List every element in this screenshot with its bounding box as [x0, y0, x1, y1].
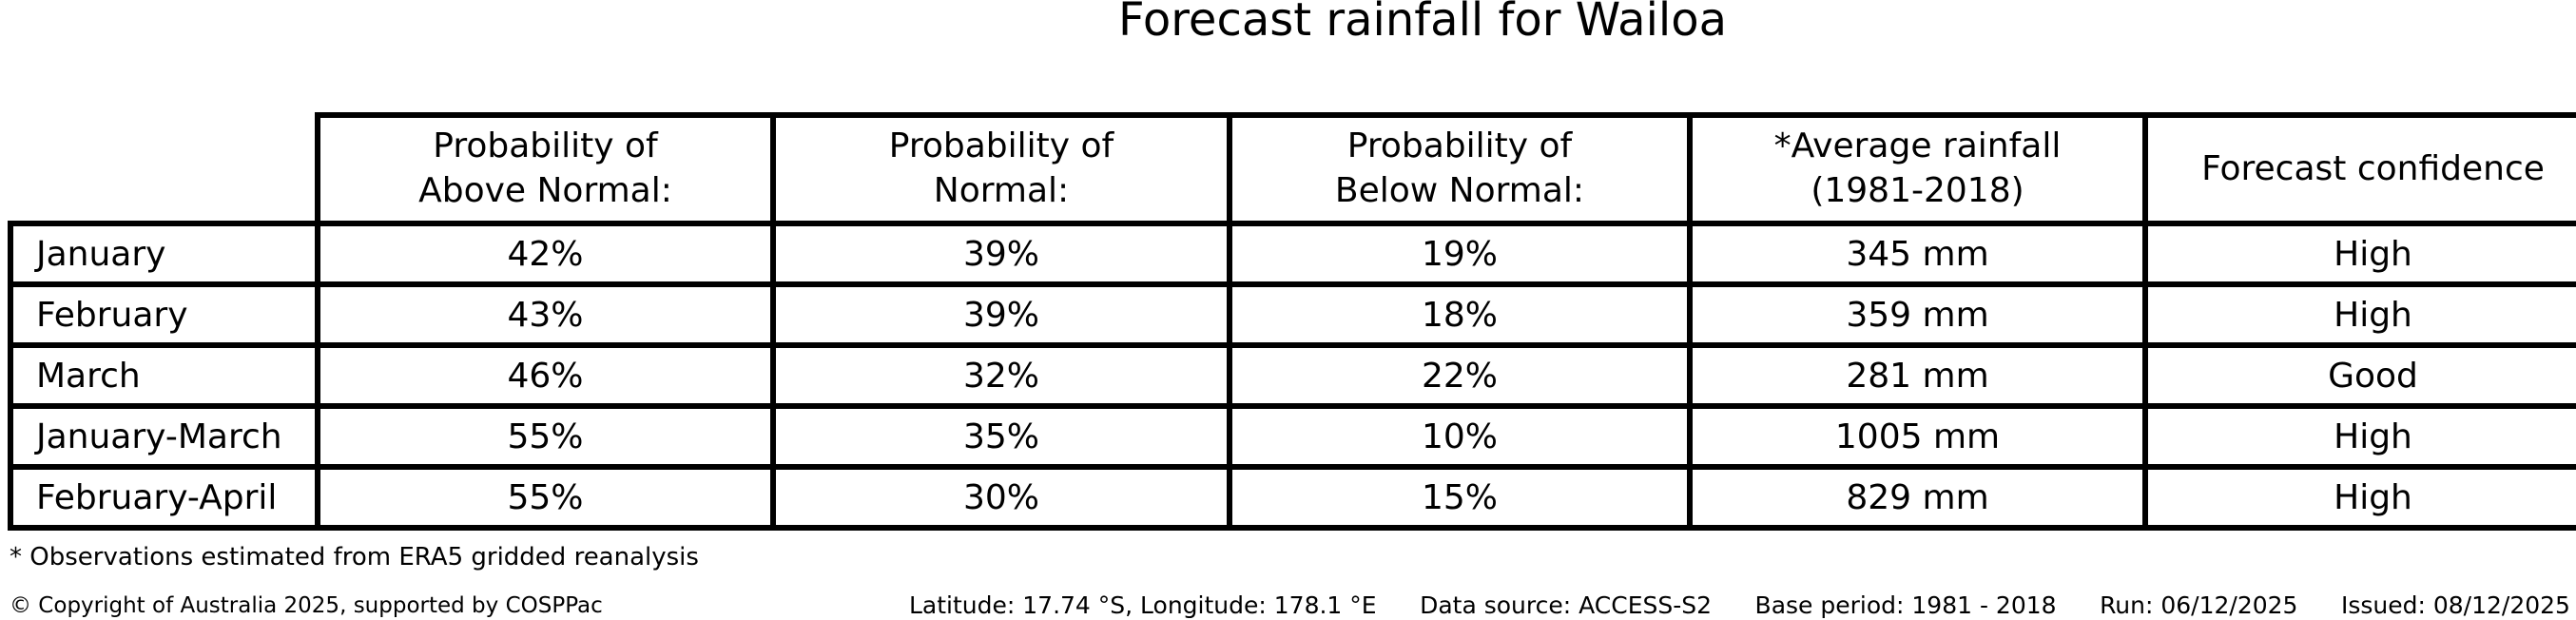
col-header-above-normal: Probability of Above Normal:: [315, 112, 776, 226]
footer-info-bar: Latitude: 17.74 °S, Longitude: 178.1 °E …: [909, 591, 2570, 619]
cell-forecast-confidence: High: [2142, 221, 2576, 287]
table-row-march: March 46% 32% 22% 281 mm Good: [8, 342, 2576, 409]
cell-above-normal: 43%: [315, 281, 776, 348]
col-header-forecast-confidence: Forecast confidence: [2142, 112, 2576, 226]
cell-above-normal: 55%: [315, 403, 776, 470]
footer-data-source: Data source: ACCESS-S2: [1420, 591, 1713, 619]
table-row-february: February 43% 39% 18% 359 mm High: [8, 281, 2576, 348]
observations-footnote: * Observations estimated from ERA5 gridd…: [10, 543, 699, 572]
table-header-row: Probability of Above Normal: Probability…: [10, 112, 2576, 226]
cell-forecast-confidence: Good: [2142, 342, 2576, 409]
row-label: January: [8, 221, 320, 287]
cell-average-rainfall: 281 mm: [1687, 342, 2148, 409]
cell-below-normal: 19%: [1227, 221, 1693, 287]
cell-below-normal: 10%: [1227, 403, 1693, 470]
footer-run-date: Run: 06/12/2025: [2100, 591, 2298, 619]
table-row-january: January 42% 39% 19% 345 mm High: [8, 221, 2576, 287]
row-label: February: [8, 281, 320, 348]
row-label: February-April: [8, 464, 320, 531]
row-label: March: [8, 342, 320, 409]
col-header-normal: Probability of Normal:: [770, 112, 1232, 226]
copyright-notice: © Copyright of Australia 2025, supported…: [10, 593, 603, 618]
col-header-below-normal: Probability of Below Normal:: [1227, 112, 1693, 226]
cell-average-rainfall: 359 mm: [1687, 281, 2148, 348]
cell-forecast-confidence: High: [2142, 464, 2576, 531]
table-row-february-april: February-April 55% 30% 15% 829 mm High: [8, 464, 2576, 531]
cell-normal: 39%: [770, 221, 1232, 287]
cell-above-normal: 46%: [315, 342, 776, 409]
footer-issued-date: Issued: 08/12/2025: [2340, 591, 2570, 619]
row-label: January-March: [8, 403, 320, 470]
cell-average-rainfall: 1005 mm: [1687, 403, 2148, 470]
cell-below-normal: 15%: [1227, 464, 1693, 531]
cell-above-normal: 42%: [315, 221, 776, 287]
cell-normal: 30%: [770, 464, 1232, 531]
col-header-average-rainfall: *Average rainfall (1981-2018): [1687, 112, 2148, 226]
cell-normal: 32%: [770, 342, 1232, 409]
cell-normal: 39%: [770, 281, 1232, 348]
forecast-table: Probability of Above Normal: Probability…: [8, 112, 2576, 531]
footer-base-period: Base period: 1981 - 2018: [1754, 591, 2057, 619]
footer-location: Latitude: 17.74 °S, Longitude: 178.1 °E: [909, 591, 1377, 619]
cell-average-rainfall: 345 mm: [1687, 221, 2148, 287]
cell-below-normal: 22%: [1227, 342, 1693, 409]
cell-forecast-confidence: High: [2142, 281, 2576, 348]
cell-normal: 35%: [770, 403, 1232, 470]
cell-forecast-confidence: High: [2142, 403, 2576, 470]
table-row-january-march: January-March 55% 35% 10% 1005 mm High: [8, 403, 2576, 470]
cell-below-normal: 18%: [1227, 281, 1693, 348]
cell-average-rainfall: 829 mm: [1687, 464, 2148, 531]
page-title: Forecast rainfall for Wailoa: [1117, 0, 1728, 47]
corner-cell: [10, 115, 318, 223]
cell-above-normal: 55%: [315, 464, 776, 531]
